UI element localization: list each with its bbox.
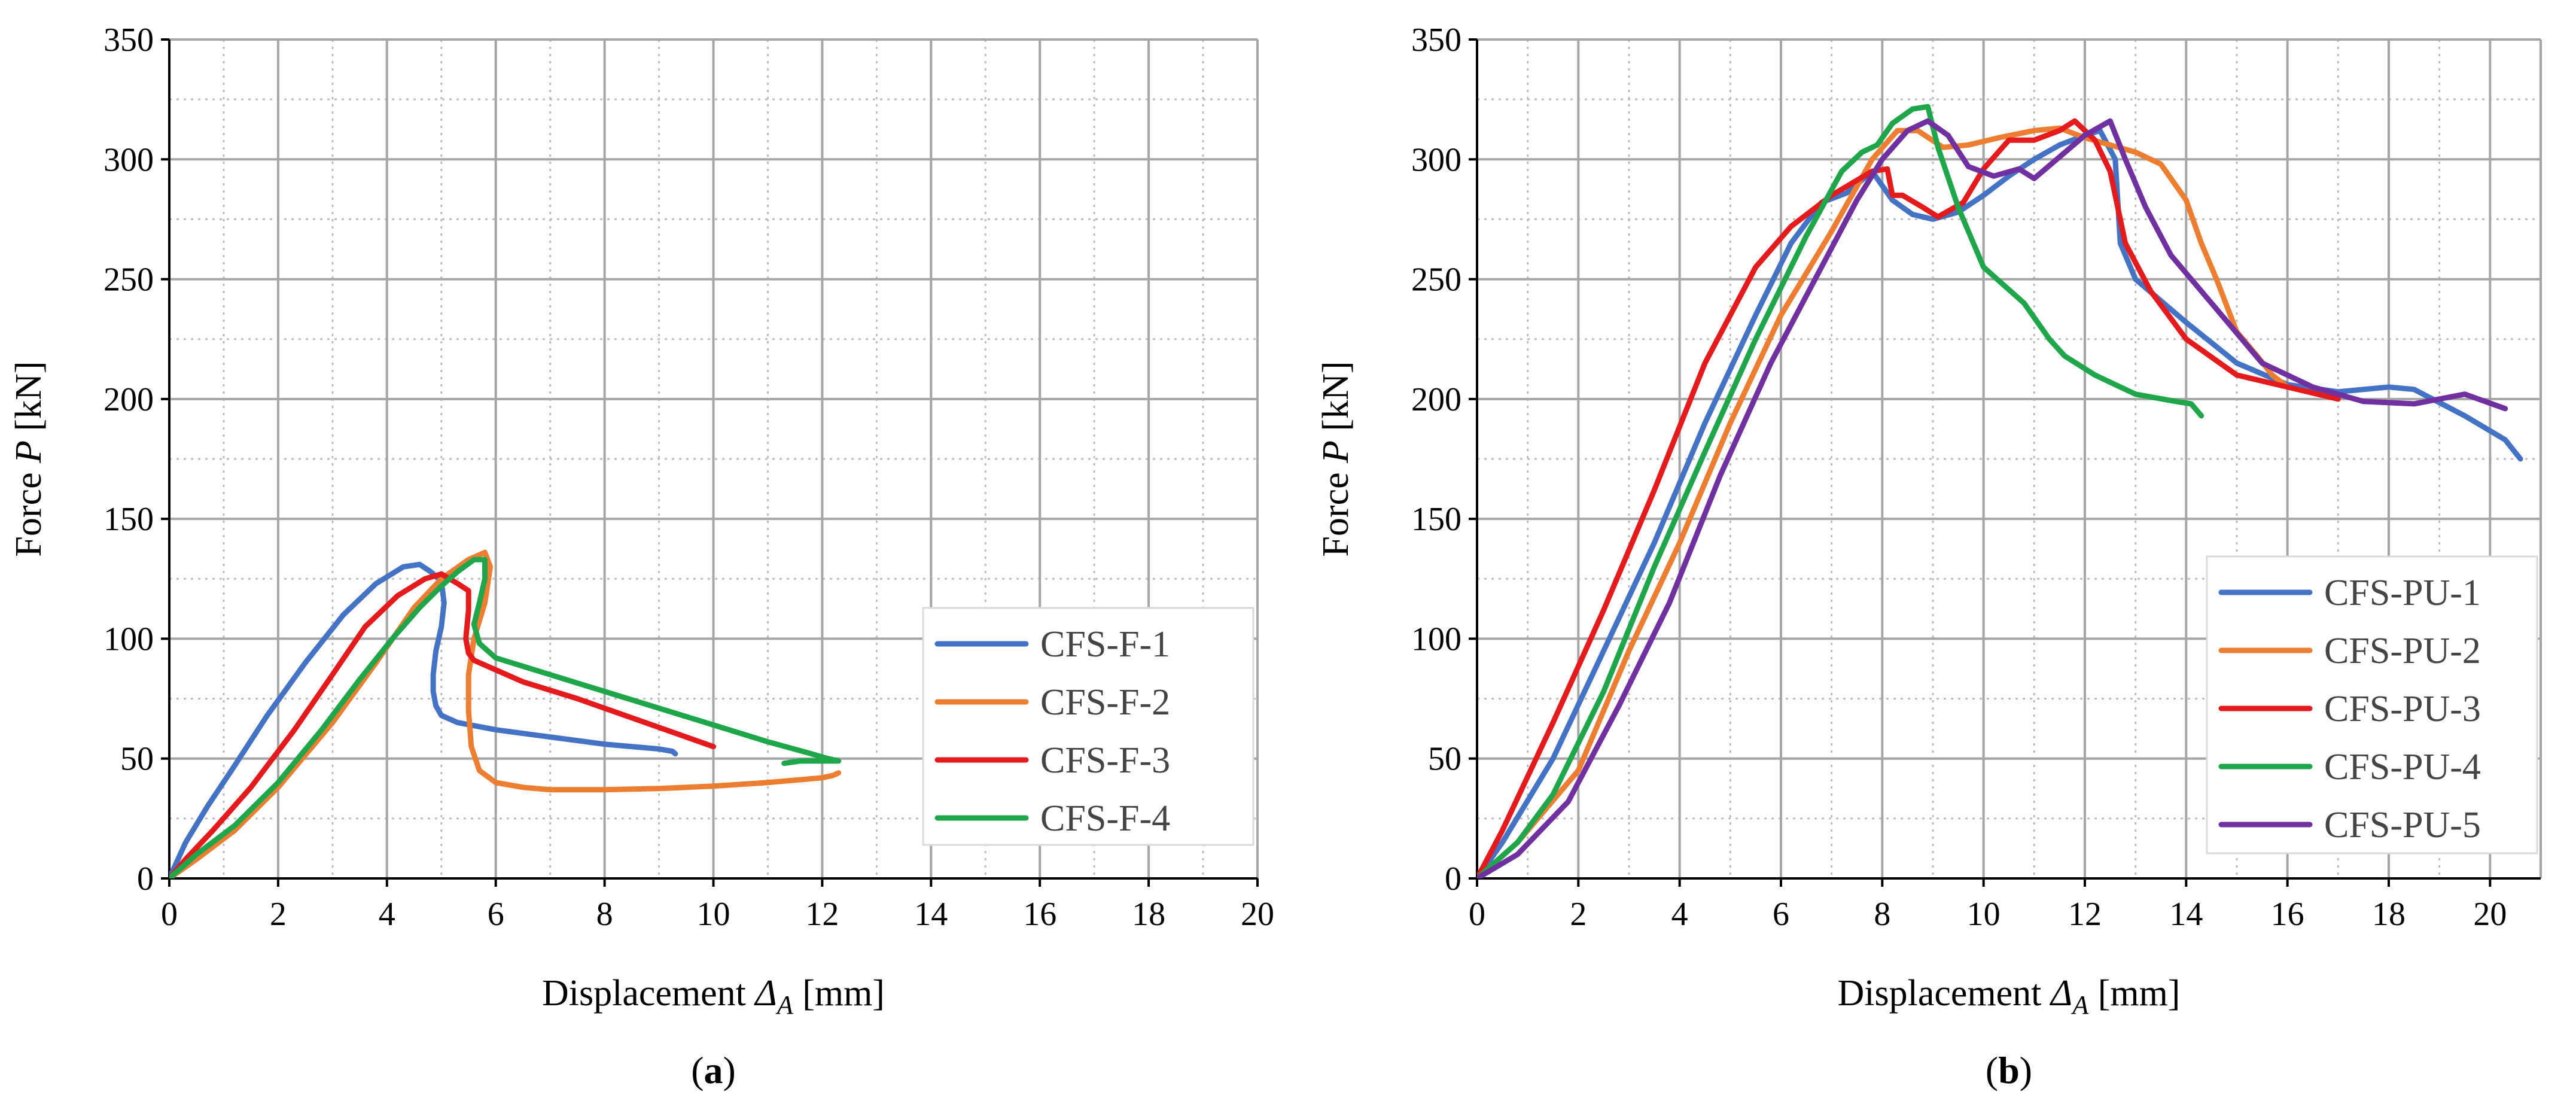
series-line-cfs-pu-2 bbox=[1477, 125, 2291, 878]
panel-label: (b) bbox=[1986, 1049, 2032, 1091]
x-tick-label: 4 bbox=[1671, 896, 1688, 933]
x-axis-title-unit: [mm] bbox=[2088, 973, 2180, 1014]
x-tick-label: 16 bbox=[1023, 896, 1056, 933]
x-axis-title-word: Displacement bbox=[542, 973, 755, 1014]
y-tick-label: 0 bbox=[137, 860, 154, 898]
y-axis-title-word: Force bbox=[1316, 463, 1356, 557]
y-tick-label: 300 bbox=[103, 141, 154, 178]
chart-panel-b: 0 50 100 150 200 250 300 350 0 2 4 6 8 10 12 14 16 18 20 CF… bbox=[1316, 22, 2542, 1091]
legend-box bbox=[922, 607, 1254, 846]
y-tick-label: 0 bbox=[1445, 860, 1461, 898]
legend-entry-label: CFS-F-3 bbox=[1040, 740, 1170, 781]
legend-entry-label: CFS-PU-5 bbox=[2324, 805, 2481, 845]
x-tick-label: 20 bbox=[2473, 896, 2507, 933]
x-tick-label: 12 bbox=[805, 896, 839, 933]
y-axis-title-symbol: P bbox=[1316, 440, 1356, 464]
legend-entry-label: CFS-PU-4 bbox=[2324, 747, 2481, 787]
y-axis-title-unit: [kN] bbox=[1316, 361, 1356, 440]
x-tick-label: 8 bbox=[596, 896, 613, 933]
x-axis-title-symbol: Δ bbox=[753, 973, 777, 1014]
legend-entry-label: CFS-PU-2 bbox=[2324, 631, 2481, 671]
series-line-cfs-pu-3 bbox=[1477, 118, 2341, 878]
chart-panel-a: 0 50 100 150 200 250 300 350 0 2 4 6 8 10 12 14 16 18 20 CF… bbox=[8, 22, 1274, 1091]
series-line-cfs-f-3 bbox=[169, 571, 716, 878]
series-line-cfs-pu-4 bbox=[1477, 104, 2204, 878]
x-tick-label: 10 bbox=[1967, 896, 2000, 933]
legend-box bbox=[2206, 555, 2538, 854]
x-tick-label: 20 bbox=[1241, 896, 1274, 933]
x-tick-label: 6 bbox=[1773, 896, 1789, 933]
panel-label: (a) bbox=[691, 1049, 736, 1091]
x-axis-title: Displacement ΔA [mm] bbox=[542, 973, 885, 1020]
legend-entry-label: CFS-PU-3 bbox=[2324, 689, 2481, 729]
x-tick-label: 8 bbox=[1874, 896, 1890, 933]
y-tick-label: 350 bbox=[103, 22, 154, 59]
x-axis-title-symbol: Δ bbox=[2049, 973, 2072, 1014]
x-tick-label: 16 bbox=[2271, 896, 2304, 933]
panel-label-close: ) bbox=[2020, 1049, 2032, 1091]
y-tick-label: 100 bbox=[103, 621, 154, 658]
y-tick-label: 200 bbox=[1411, 381, 1461, 418]
y-axis-title: Force P [kN] bbox=[1316, 361, 1356, 556]
x-tick-label: 0 bbox=[1469, 896, 1485, 933]
y-axis-title-symbol: P bbox=[8, 440, 49, 464]
y-tick-label: 250 bbox=[103, 261, 154, 299]
x-axis-title: Displacement ΔA [mm] bbox=[1838, 973, 2181, 1020]
x-tick-label: 12 bbox=[2068, 896, 2102, 933]
y-tick-label: 100 bbox=[1411, 621, 1461, 658]
legend-entry-label: CFS-F-2 bbox=[1040, 682, 1170, 723]
x-tick-label: 14 bbox=[2169, 896, 2203, 933]
series-line-cfs-pu-5 bbox=[1477, 118, 2508, 878]
x-tick-label: 14 bbox=[914, 896, 948, 933]
x-tick-label: 18 bbox=[1132, 896, 1165, 933]
y-axis-title-word: Force bbox=[8, 463, 49, 557]
x-tick-label: 0 bbox=[161, 896, 178, 933]
y-tick-label: 50 bbox=[120, 741, 154, 778]
panel-label-open: ( bbox=[691, 1049, 704, 1091]
panel-label-letter: a bbox=[704, 1049, 723, 1091]
y-tick-label: 150 bbox=[1411, 501, 1461, 538]
series-line-cfs-f-2 bbox=[169, 549, 842, 878]
legend-entry-label: CFS-PU-1 bbox=[2324, 573, 2481, 613]
series-line-cfs-f-4 bbox=[169, 556, 842, 878]
y-tick-label: 200 bbox=[103, 381, 154, 418]
panel-label-open: ( bbox=[1986, 1049, 1998, 1091]
y-tick-label: 250 bbox=[1411, 261, 1461, 299]
x-tick-label: 4 bbox=[379, 896, 395, 933]
legend-entry-label: CFS-F-4 bbox=[1040, 798, 1170, 839]
x-axis-title-subscript: A bbox=[775, 990, 794, 1020]
x-axis-title-subscript: A bbox=[2070, 990, 2089, 1020]
y-tick-label: 350 bbox=[1411, 22, 1461, 59]
x-tick-label: 10 bbox=[697, 896, 730, 933]
x-axis-title-unit: [mm] bbox=[793, 973, 885, 1014]
series-line-cfs-f-1 bbox=[169, 561, 678, 878]
y-axis-title-unit: [kN] bbox=[8, 361, 49, 440]
legend-entry-label: CFS-F-1 bbox=[1040, 624, 1170, 665]
y-tick-label: 50 bbox=[1428, 741, 1461, 778]
x-tick-label: 6 bbox=[488, 896, 504, 933]
panel-label-letter: b bbox=[1998, 1049, 2020, 1091]
y-tick-label: 150 bbox=[103, 501, 154, 538]
x-tick-label: 2 bbox=[1570, 896, 1587, 933]
y-tick-label: 300 bbox=[1411, 141, 1461, 178]
x-axis-title-word: Displacement bbox=[1838, 973, 2051, 1014]
panel-label-close: ) bbox=[723, 1049, 736, 1091]
y-axis-title: Force P [kN] bbox=[8, 361, 49, 556]
x-tick-label: 18 bbox=[2372, 896, 2406, 933]
x-tick-label: 2 bbox=[270, 896, 287, 933]
